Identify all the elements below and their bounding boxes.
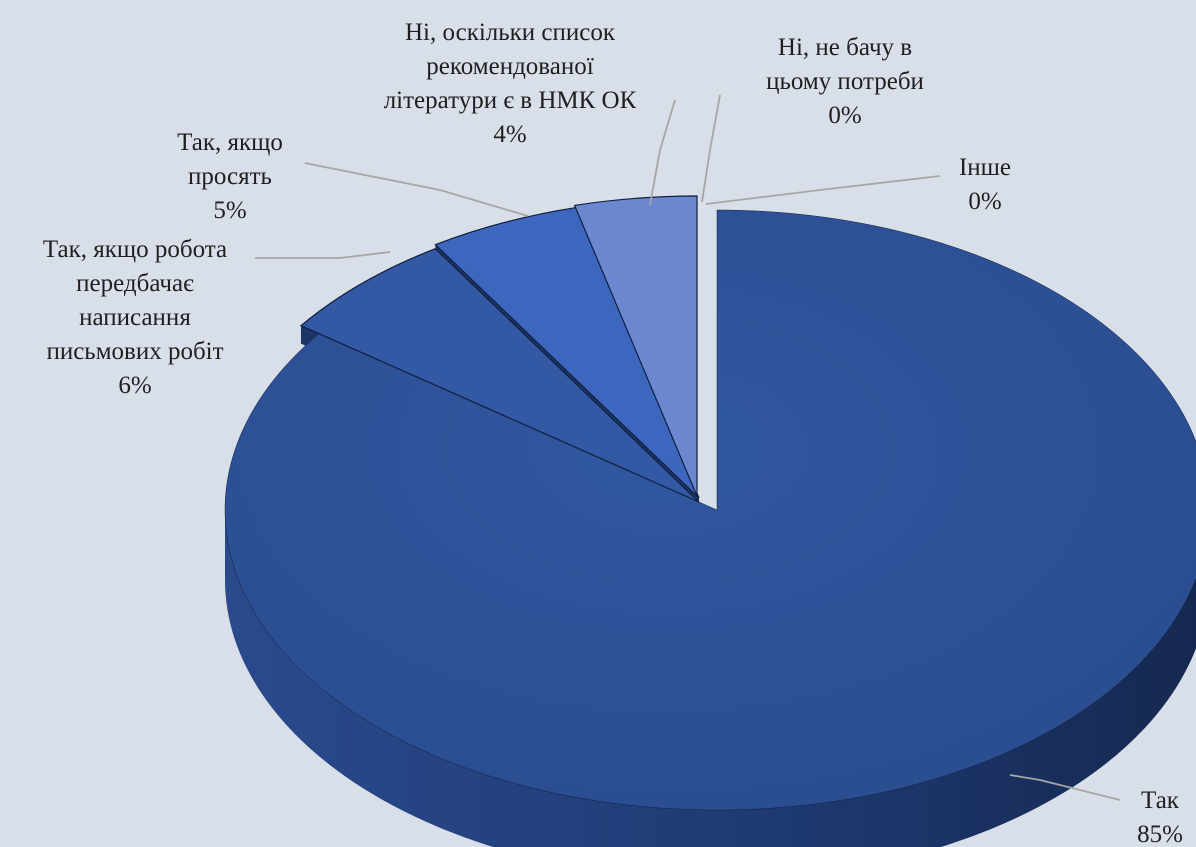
- data-label-line: 0%: [828, 102, 861, 129]
- data-label-line: письмових робіт: [46, 338, 223, 365]
- data-label-line: Так: [1141, 787, 1180, 814]
- leader-line-ні-не-бачу-в-цьому-потреби: [701, 94, 721, 203]
- pie-slice-так-якщо-просять: [434, 206, 700, 499]
- data-label-так-якщо-робота-передбачає-написання-письмових-робіт: Так, якщо робота передбачає написання письм…: [43, 236, 227, 399]
- data-label-line: написання: [79, 304, 191, 331]
- data-label-line: передбачає: [76, 270, 194, 297]
- pie-slice-ні-оскільки-список-рекомендованої-літератури-є-в-нмк-ок: [573, 195, 698, 497]
- data-label-line: 85%: [1137, 821, 1183, 847]
- leader-line-так-якщо-просять: [304, 162, 529, 217]
- data-label-так-якщо-просять: Так, якщо просять 5%: [177, 129, 283, 224]
- slices-layer: [224, 195, 1196, 847]
- data-label-line: Так, якщо робота: [43, 236, 227, 263]
- data-label-line: Так, якщо: [177, 129, 283, 156]
- data-label-так: Так 85%: [1137, 787, 1183, 847]
- data-label-line: просять: [188, 163, 272, 190]
- data-label-line: 5%: [213, 197, 246, 224]
- data-label-line: 6%: [118, 372, 151, 399]
- data-label-line: цьому потреби: [766, 68, 924, 95]
- data-label-інше: Інше 0%: [959, 154, 1011, 215]
- data-label-line: 4%: [493, 121, 526, 148]
- pie-slice-так-якщо-робота-передбачає-написання-письмових-робіт: [299, 248, 700, 503]
- leader-line-так-якщо-робота-передбачає-написання-письмових-робіт: [255, 251, 391, 259]
- leader-lines: [255, 94, 1121, 801]
- data-label-line: 0%: [968, 188, 1001, 215]
- data-label-line: Ні, не бачу в: [778, 34, 912, 61]
- data-label-ні-не-бачу-в-цьому-потреби: Ні, не бачу в цьому потреби 0%: [766, 34, 924, 129]
- labels-layer: Так 85% Так, якщо робота передбачає написанн…: [43, 19, 1183, 847]
- data-label-line: Ні, оскільки список: [405, 19, 616, 46]
- leader-line-ні-оскільки-список-рекомендованої-літератури-є-в-нмк-ок: [649, 99, 676, 206]
- data-label-line: рекомендованої: [426, 53, 593, 80]
- data-label-line: літератури є в НМК ОК: [384, 87, 637, 114]
- leader-line-інше: [705, 175, 941, 205]
- data-label-ні-оскільки-список-рекомендованої-літератури-є-в-нмк-ок: Ні, оскільки список рекомендованої літерат…: [384, 19, 637, 148]
- pie-slice-так: [224, 209, 1196, 811]
- data-label-line: Інше: [959, 154, 1011, 181]
- leader-line-так: [1009, 774, 1121, 801]
